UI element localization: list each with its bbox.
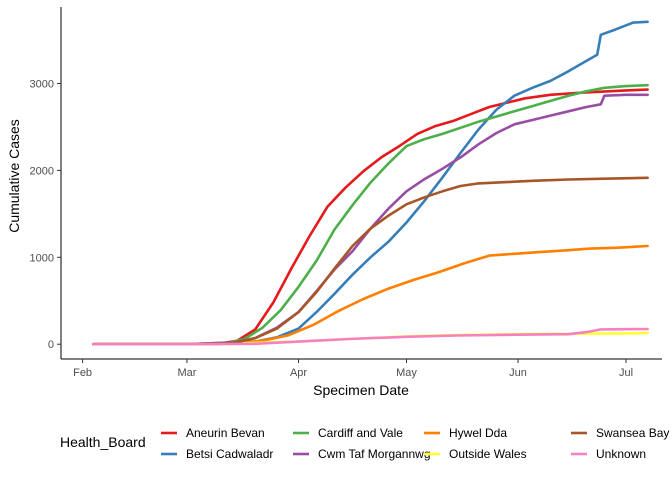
legend-item: Cwm Taf Morgannwg xyxy=(293,447,431,461)
x-axis-title: Specimen Date xyxy=(313,382,409,398)
series-lines xyxy=(92,20,649,346)
series-line-hywel-dda xyxy=(92,244,649,346)
x-tick-label: Apr xyxy=(290,367,307,379)
legend-label: Unknown xyxy=(596,447,646,461)
axis-ticks: Feb Mar Apr May Jun Jul 0 1000 2000 3000 xyxy=(30,78,634,379)
y-axis-title: Cumulative Cases xyxy=(6,119,22,233)
legend-item: Aneurin Bevan xyxy=(161,426,265,440)
series-line-aneurin-bevan xyxy=(92,88,649,346)
legend-item: Betsi Cadwaladr xyxy=(161,447,273,461)
legend-item: Swansea Bay xyxy=(571,426,669,440)
legend-item: Unknown xyxy=(571,447,646,461)
legend-item: Cardiff and Vale xyxy=(293,426,403,440)
x-tick-label: May xyxy=(396,367,417,379)
series-line-swansea-bay xyxy=(92,176,649,346)
legend-label: Outside Wales xyxy=(449,447,527,461)
y-tick-label: 0 xyxy=(48,339,54,351)
series-line-unknown xyxy=(92,327,649,346)
x-tick-label: Jul xyxy=(619,367,633,379)
x-tick-label: Jun xyxy=(509,367,527,379)
legend-title: Health_Board xyxy=(60,434,146,450)
y-tick-label: 2000 xyxy=(30,165,54,177)
legend-label: Cwm Taf Morgannwg xyxy=(318,447,431,461)
legend: Aneurin Bevan Betsi Cadwaladr Cardiff and … xyxy=(161,426,669,461)
y-tick-label: 3000 xyxy=(30,78,54,90)
legend-label: Betsi Cadwaladr xyxy=(186,447,273,461)
legend-label: Hywel Dda xyxy=(449,426,507,440)
series-line-betsi-cadwaladr xyxy=(92,20,649,346)
series-line-cardiff-and-vale xyxy=(92,83,649,346)
legend-item: Hywel Dda xyxy=(424,426,507,440)
legend-label: Cardiff and Vale xyxy=(318,426,403,440)
legend-label: Aneurin Bevan xyxy=(186,426,265,440)
x-tick-label: Feb xyxy=(73,367,92,379)
y-tick-label: 1000 xyxy=(30,252,54,264)
legend-label: Swansea Bay xyxy=(596,426,669,440)
legend-item: Outside Wales xyxy=(424,447,527,461)
x-tick-label: Mar xyxy=(177,367,196,379)
